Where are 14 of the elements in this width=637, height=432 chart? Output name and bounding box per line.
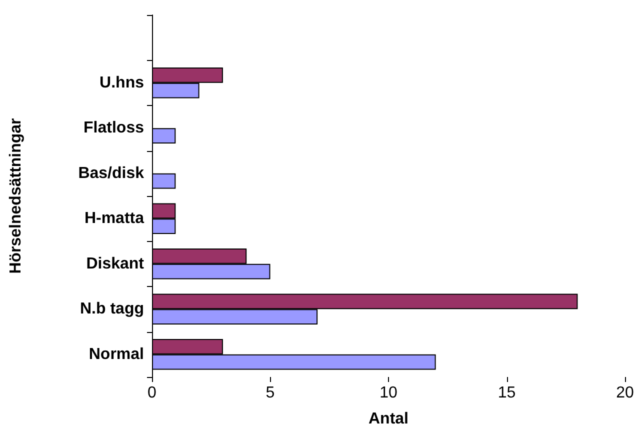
y-axis-title: Hörselnedsättningar <box>8 118 24 274</box>
y-tick-label: U.hns <box>100 74 144 92</box>
y-tick-label: Flatloss <box>84 120 144 137</box>
x-tick-label: 20 <box>616 384 634 402</box>
x-tick-label: 5 <box>266 384 275 402</box>
x-tick-label: 10 <box>380 384 398 402</box>
y-tick-label: Diskant <box>86 255 145 272</box>
y-tick-label: H-matta <box>84 210 144 228</box>
y-tick-label: Bas/disk <box>78 164 144 182</box>
y-tick-label: Normal <box>88 346 144 363</box>
x-tick-label: 0 <box>148 384 157 402</box>
x-axis-title: Antal <box>368 410 408 428</box>
x-tick-label: 15 <box>498 384 516 402</box>
y-tick-label: N.b tagg <box>80 300 144 318</box>
